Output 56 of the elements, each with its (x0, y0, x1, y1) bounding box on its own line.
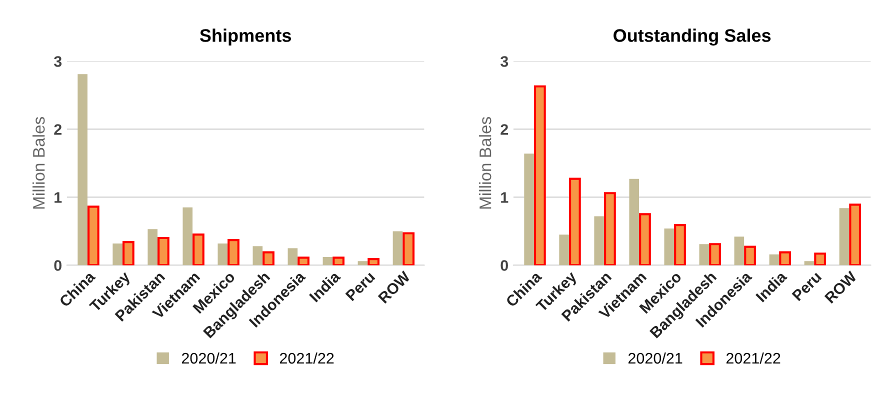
y-tick-label: 3 (500, 56, 508, 67)
bar (849, 204, 862, 266)
bar (402, 232, 415, 266)
y-tick-label: 2 (500, 124, 508, 135)
bar (112, 243, 122, 266)
bar (814, 252, 826, 266)
bar (78, 74, 88, 266)
bar (228, 238, 240, 266)
bar (839, 208, 850, 266)
bar (122, 241, 134, 266)
bar (252, 246, 263, 266)
bar (332, 256, 344, 266)
bar (734, 236, 744, 266)
bar (368, 258, 380, 266)
y-axis-title: Million Bales (479, 117, 492, 209)
y-tick-label: 0 (500, 260, 508, 271)
bar (604, 192, 616, 266)
bar (664, 228, 674, 266)
bar (639, 213, 651, 266)
bar (358, 261, 368, 266)
legend-label: 2021/22 (726, 352, 780, 364)
bar (779, 251, 791, 266)
bar (674, 224, 686, 266)
bar (262, 251, 274, 266)
legend-label: 2020/21 (182, 352, 236, 364)
bar (158, 236, 170, 266)
bar (769, 254, 780, 266)
bar (392, 231, 403, 266)
chart-title: Outstanding Sales (614, 28, 771, 46)
bar (559, 234, 569, 266)
bar (524, 154, 534, 266)
y-tick-label: 1 (501, 192, 508, 203)
bar (744, 246, 756, 266)
y-tick-label: 2 (54, 124, 62, 135)
bar (182, 207, 193, 266)
y-axis-title: Million Bales (32, 117, 45, 209)
bar (629, 178, 640, 266)
bar (298, 256, 310, 266)
bar (534, 85, 546, 266)
legend-label: 2021/22 (280, 352, 334, 364)
bar (87, 206, 100, 266)
bar (218, 243, 228, 266)
y-tick-label: 3 (54, 56, 62, 67)
bar (804, 261, 814, 266)
bar (148, 229, 158, 266)
bar (568, 178, 581, 266)
bar (288, 248, 298, 266)
legend-label: 2020/21 (628, 352, 682, 364)
bar (322, 257, 333, 266)
bar (699, 244, 710, 266)
y-tick-label: 0 (54, 260, 62, 271)
bar (192, 234, 204, 266)
bar (594, 216, 604, 266)
y-tick-label: 1 (54, 192, 62, 203)
chart-title: Shipments (200, 28, 291, 46)
bar (709, 243, 721, 266)
